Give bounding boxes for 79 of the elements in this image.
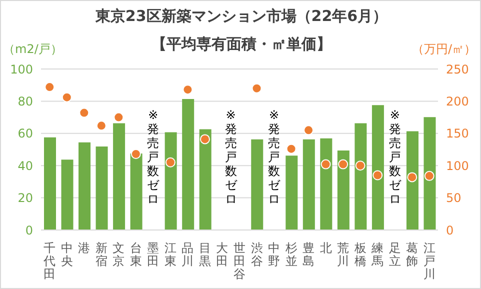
- bar: [44, 137, 56, 230]
- bar: [164, 132, 177, 230]
- x-tick-label: 港: [78, 241, 90, 255]
- bar: [286, 156, 298, 230]
- bar: [78, 142, 91, 230]
- annotation: ※発売戸数ゼロ: [147, 108, 160, 206]
- bar: [320, 138, 332, 230]
- x-tick-label: 江東: [164, 241, 176, 268]
- y-axis-title: （m2/戸）: [3, 41, 62, 58]
- y-tick-label: 20: [18, 191, 33, 206]
- y-tick-label: 100: [10, 62, 33, 76]
- bar: [130, 154, 142, 230]
- x-tick-label: 文京: [112, 241, 125, 268]
- point: [96, 120, 106, 131]
- x-tick-label: 荒川: [337, 241, 350, 268]
- bar: [372, 105, 384, 230]
- bar: [113, 123, 126, 230]
- point: [286, 144, 296, 154]
- x-tick-label: 足立: [388, 241, 401, 268]
- x-tick-label: 杉並: [284, 241, 298, 268]
- point: [130, 149, 141, 160]
- bar: [96, 146, 108, 230]
- y-tick-label: 60: [18, 126, 33, 141]
- y2-tick-label: 250: [446, 62, 469, 76]
- point: [44, 82, 55, 92]
- y-tick-label: 0: [25, 223, 33, 238]
- x-tick-label: 葛飾: [406, 241, 418, 268]
- point: [304, 125, 314, 136]
- point: [424, 170, 434, 181]
- x-tick-label: 台東: [130, 241, 142, 268]
- y2-tick-label: 50: [446, 191, 462, 206]
- bar: [182, 98, 194, 230]
- bar: [337, 150, 350, 230]
- bar: [199, 129, 212, 230]
- point: [165, 157, 176, 168]
- x-tick-label: 新宿: [95, 241, 108, 268]
- y-tick-label: 40: [18, 158, 33, 173]
- point: [372, 170, 383, 180]
- x-tick-label: 渋谷: [250, 241, 263, 268]
- bar: [406, 131, 418, 230]
- chart-subtitle: 【平均専有面積・㎡単価】: [152, 35, 332, 53]
- bar: [61, 160, 74, 230]
- bar: [302, 139, 315, 230]
- point: [114, 112, 124, 122]
- x-tick-label: 練馬: [370, 241, 384, 268]
- point: [62, 92, 72, 102]
- point: [320, 159, 331, 170]
- bar: [354, 123, 367, 230]
- x-tick-label: 墨田: [147, 241, 160, 268]
- y2-tick-label: 100: [446, 158, 469, 173]
- x-tick-label: 大田: [216, 241, 228, 268]
- x-tick-label: 江戸川: [423, 241, 436, 281]
- annotation: ※発売戸数ゼロ: [268, 108, 282, 206]
- point: [252, 83, 262, 94]
- x-tick-label: 目黒: [198, 241, 211, 268]
- chart-title: 東京23区新築マンション市場（22年6月）: [94, 7, 389, 26]
- point: [338, 159, 348, 170]
- annotation: ※発売戸数ゼロ: [388, 108, 402, 206]
- x-tick-label: 品川: [182, 241, 194, 268]
- annotation: ※発売戸数ゼロ: [224, 108, 238, 206]
- x-tick-label: 中央: [60, 241, 73, 268]
- bar: [424, 117, 436, 230]
- x-tick-label: 豊島: [302, 241, 315, 268]
- point: [182, 84, 193, 95]
- y2-tick-label: 0: [446, 223, 454, 238]
- bar: [251, 139, 264, 230]
- x-tick-label: 千代田: [42, 241, 56, 281]
- point: [200, 134, 210, 144]
- x-tick-label: 世田谷: [234, 241, 246, 281]
- y2-tick-label: 150: [446, 126, 469, 141]
- point: [407, 172, 418, 182]
- point: [79, 108, 90, 118]
- x-tick-label: 板橋: [353, 241, 366, 268]
- y2-tick-label: 200: [446, 94, 469, 108]
- x-tick-label: 中野: [268, 241, 280, 268]
- y-tick-label: 80: [18, 94, 33, 108]
- x-tick-label: 北: [320, 241, 332, 255]
- y2-axis-title: （万円/㎡）: [412, 41, 476, 58]
- point: [355, 160, 366, 171]
